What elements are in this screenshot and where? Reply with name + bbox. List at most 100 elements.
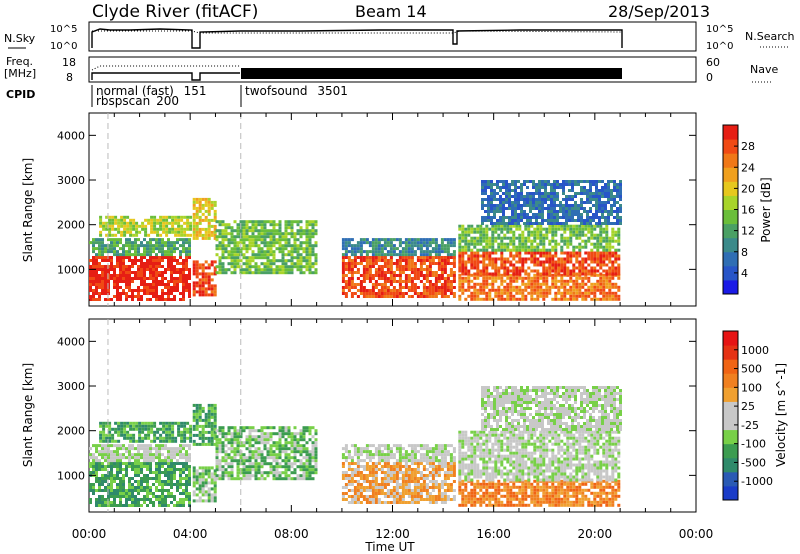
velocity-cell [153, 430, 157, 434]
power-cell [524, 236, 528, 240]
power-cell [595, 201, 598, 204]
power-cell [599, 288, 603, 292]
velocity-cell [192, 409, 196, 413]
power-cell [545, 266, 549, 270]
power-cell [102, 227, 106, 231]
power-cell [140, 283, 143, 286]
velocity-cell [201, 478, 205, 482]
power-cell [479, 272, 483, 276]
power-cell [596, 282, 600, 286]
velocity-cell [189, 427, 193, 431]
power-cell [236, 232, 240, 236]
power-cell [167, 247, 170, 251]
velocity-cell [113, 492, 116, 495]
power-cell [195, 206, 199, 210]
velocity-cell [120, 430, 124, 434]
power-cell [135, 227, 139, 231]
power-cell [458, 254, 462, 258]
power-cell [485, 233, 489, 237]
power-cell [287, 238, 291, 242]
power-cell [584, 227, 588, 231]
power-cell [422, 241, 426, 245]
velocity-cell [290, 435, 294, 439]
velocity-cell [272, 471, 276, 475]
velocity-cell [131, 453, 134, 457]
power-cell [499, 210, 502, 213]
power-cell [562, 204, 565, 207]
velocity-cell [104, 444, 107, 448]
power-cell [210, 287, 214, 291]
velocity-cell [140, 486, 143, 489]
power-cell [407, 238, 411, 242]
power-cell [619, 195, 622, 198]
power-cell [574, 204, 577, 207]
power-cell [506, 248, 510, 252]
velocity-cell [129, 433, 133, 437]
power-cell [467, 230, 471, 234]
power-cell [533, 285, 537, 289]
power-cell [556, 180, 559, 183]
power-cell [116, 259, 119, 262]
power-cell [299, 220, 303, 224]
power-cell [604, 204, 607, 207]
power-cell [290, 226, 294, 230]
power-cell [562, 207, 565, 210]
velocity-cell [99, 436, 103, 440]
velocity-cell [167, 459, 170, 463]
power-cell [213, 227, 217, 231]
velocity-cell [122, 447, 125, 451]
power-cell [563, 291, 567, 295]
power-cell [371, 253, 375, 257]
power-cell [575, 251, 579, 255]
power-cell [539, 263, 543, 267]
velocity-cell [210, 466, 214, 470]
velocity-cell [284, 453, 288, 457]
power-cell [287, 244, 291, 248]
velocity-cell [137, 444, 140, 448]
power-cell [275, 229, 279, 233]
velocity-cell [239, 477, 243, 481]
velocity-cell [146, 483, 149, 486]
power-cell [305, 265, 309, 269]
power-cell [284, 226, 288, 230]
power-cell [380, 289, 384, 292]
power-cell [482, 251, 486, 255]
power-cell [173, 295, 176, 298]
power-cell [114, 215, 118, 219]
power-cell [278, 244, 282, 248]
power-cell [245, 259, 249, 263]
power-cell [542, 272, 546, 276]
power-cell [128, 259, 131, 262]
power-cell [269, 220, 273, 224]
power-cell [362, 271, 366, 274]
power-cell [533, 288, 537, 292]
power-cell [344, 256, 348, 259]
velocity-cell [179, 450, 182, 454]
power-cell [353, 253, 357, 257]
power-cell [362, 238, 366, 242]
velocity-cell [102, 439, 106, 443]
velocity-cell [236, 435, 240, 439]
power-cell [580, 192, 583, 195]
power-cell [595, 180, 598, 183]
velocity-cell [186, 427, 190, 431]
velocity-cell [239, 456, 243, 460]
power-cell [601, 216, 604, 219]
power-cell [152, 268, 155, 271]
power-cell [213, 212, 217, 216]
power-cell [587, 269, 591, 273]
power-cell [350, 292, 354, 295]
power-cell [230, 229, 234, 233]
power-cell [607, 201, 610, 204]
power-cell [497, 248, 501, 252]
power-cell [132, 221, 136, 225]
power-cell [233, 229, 237, 233]
power-cell [159, 224, 163, 228]
power-cell [544, 189, 547, 192]
power-cell [458, 236, 462, 240]
power-cell [614, 257, 618, 261]
power-cell [604, 195, 607, 198]
power-cell [266, 229, 270, 233]
power-cell [559, 183, 562, 186]
power-cell [488, 294, 492, 298]
